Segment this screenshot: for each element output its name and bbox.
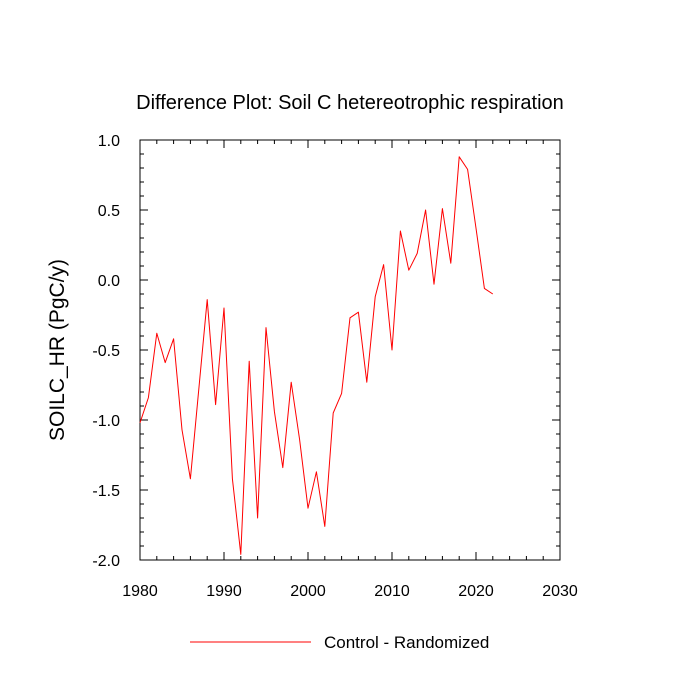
y-tick-label: 1.0: [98, 133, 120, 150]
x-tick-label: 2010: [374, 583, 410, 600]
x-tick-label: 1990: [206, 583, 242, 600]
y-tick-label: -1.0: [92, 413, 120, 430]
minor-ticks: [140, 140, 560, 560]
series-line-control-randomized: [139, 156, 494, 555]
chart-title: Difference Plot: Soil C hetereotrophic r…: [136, 92, 564, 114]
legend-label-control-randomized: Control - Randomized: [324, 633, 489, 652]
x-tick-label: 2030: [542, 583, 578, 600]
y-axis-label: SOILC_HR (PgC/y): [46, 259, 69, 441]
legend: Control - Randomized: [190, 633, 489, 652]
x-axis-ticks: [139, 140, 561, 560]
y-tick-label: 0.5: [98, 203, 120, 220]
y-tick-label: -2.0: [92, 553, 120, 570]
series-layer: [139, 156, 494, 555]
plot-frame: [139, 139, 561, 561]
x-tick-label: 2020: [458, 583, 494, 600]
y-axis-ticks: [140, 139, 560, 561]
y-tick-label: -0.5: [92, 343, 120, 360]
x-axis-tick-labels: 1980 1990 2000 2010 2020 2030: [122, 583, 578, 600]
y-axis-tick-labels: -2.0 -1.5 -1.0 -0.5 0.0 0.5 1.0: [92, 133, 120, 570]
plot-border: [139, 139, 561, 561]
x-tick-label: 2000: [290, 583, 326, 600]
x-tick-label: 1980: [122, 583, 158, 600]
y-tick-label: 0.0: [98, 273, 120, 290]
y-tick-label: -1.5: [92, 483, 120, 500]
